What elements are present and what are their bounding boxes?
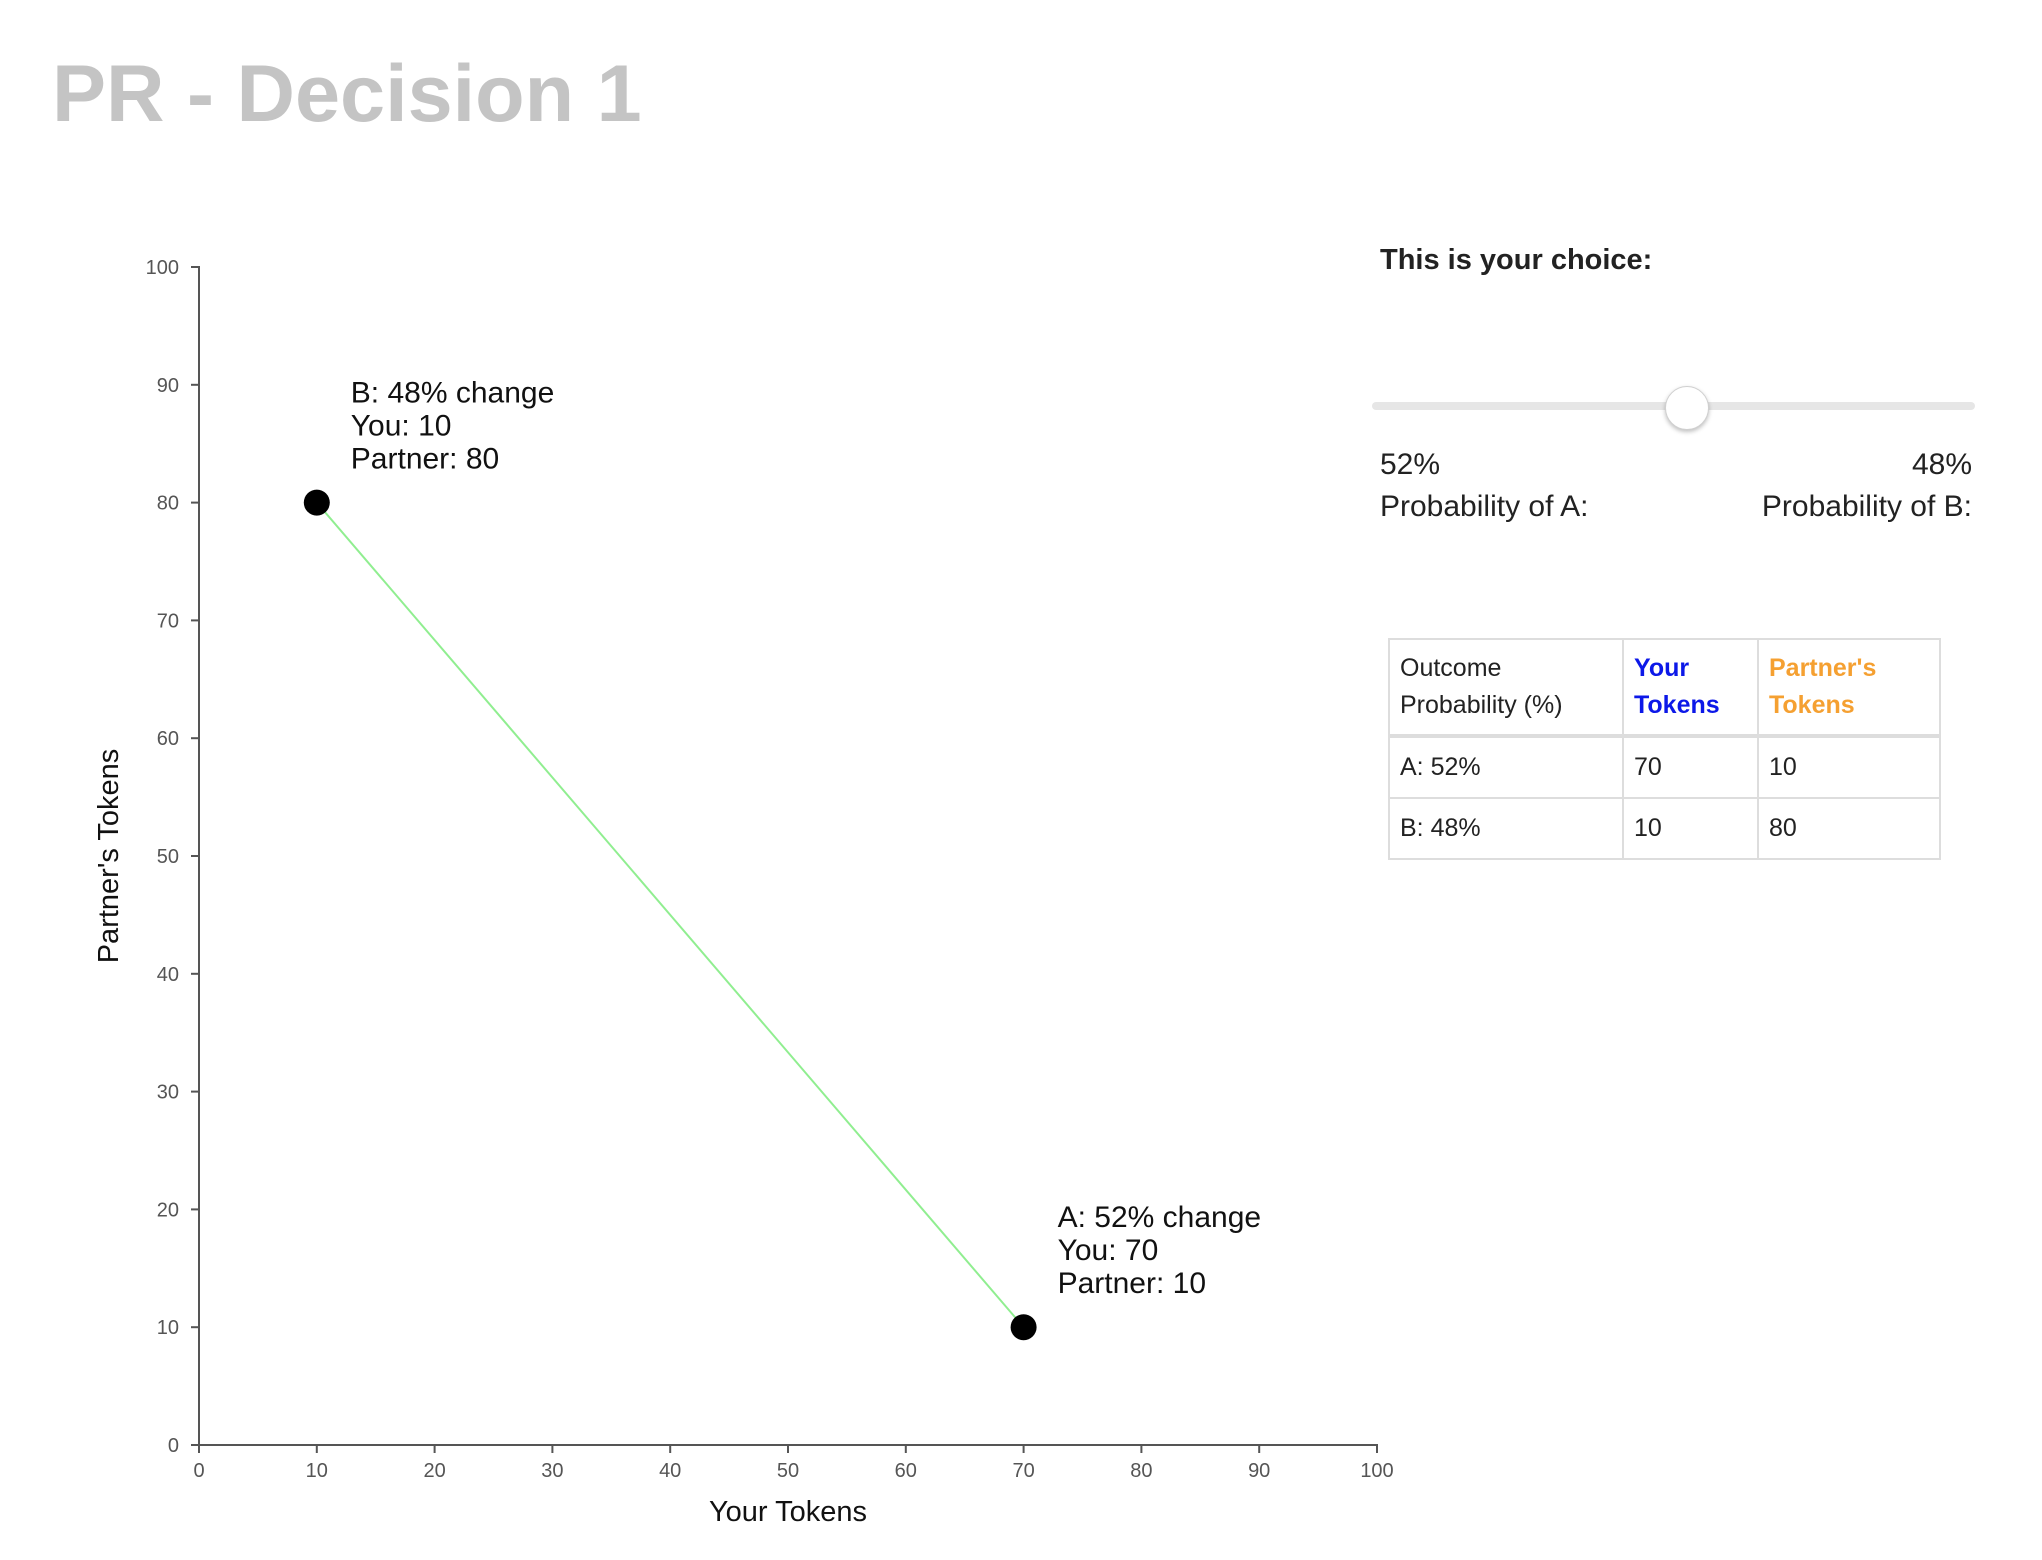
y-tick-label: 40 [157, 964, 179, 986]
probability-b-label: Probability of B: [1761, 490, 1972, 523]
outcome-point [303, 489, 330, 516]
header-your-tokens: Your Tokens [1622, 638, 1759, 738]
x-tick-label: 80 [1130, 1460, 1152, 1482]
probability-a-label: Probability of A: [1380, 490, 1589, 523]
x-tick-label: 90 [1248, 1460, 1270, 1482]
table-header-row: Outcome Probability (%) Your Tokens Part… [1388, 638, 1941, 738]
y-tick-label: 60 [157, 728, 179, 750]
x-tick-label: 20 [423, 1460, 445, 1482]
x-tick-label: 0 [193, 1460, 204, 1482]
probability-b-value: 48% [1911, 448, 1972, 481]
header-outcome-probability: Outcome Probability (%) [1388, 638, 1624, 738]
y-tick-label: 0 [168, 1435, 179, 1457]
x-tick-label: 100 [1360, 1460, 1393, 1482]
annotation-line: A: 52% change [1058, 1201, 1261, 1234]
x-tick-label: 10 [306, 1460, 328, 1482]
x-tick-label: 50 [777, 1460, 799, 1482]
header-outcome-line1: Outcome [1400, 654, 1502, 682]
y-tick-label: 70 [157, 610, 179, 632]
x-tick-label: 70 [1012, 1460, 1034, 1482]
outcome-table: Outcome Probability (%) Your Tokens Part… [1388, 638, 1941, 860]
choice-heading: This is your choice: [1380, 244, 1653, 276]
outcome-annotation: B: 48% change You: 10 Partner: 80 [351, 377, 554, 476]
choice-line [316, 501, 1025, 1328]
page-title: PR - Decision 1 [52, 49, 642, 139]
cell-outcome: A: 52% [1388, 735, 1624, 799]
cell-your-tokens: 70 [1622, 735, 1759, 799]
x-axis: 0 10 20 30 40 50 60 70 80 90 100 [193, 1444, 1394, 1482]
annotation-line: Partner: 10 [1058, 1267, 1206, 1300]
y-tick-label: 30 [157, 1082, 179, 1104]
cell-outcome: B: 48% [1388, 797, 1624, 860]
table-row: A: 52% 70 10 [1388, 735, 1941, 799]
cell-your-tokens: 10 [1622, 797, 1759, 860]
header-outcome-line2: Probability (%) [1400, 691, 1563, 719]
y-axis-title: Partner's Tokens [93, 749, 125, 964]
chart-series: B: 48% change You: 10 Partner: 80 A: 52% ch… [303, 377, 1261, 1341]
header-partner-line2: Tokens [1769, 691, 1855, 719]
probability-slider-handle[interactable] [1664, 386, 1709, 430]
x-tick-label: 40 [659, 1460, 681, 1482]
y-axis: 0 10 20 30 40 50 60 70 80 90 100 [146, 257, 200, 1457]
y-tick-label: 100 [146, 257, 179, 279]
header-your-line1: Your [1634, 654, 1690, 682]
y-tick-label: 10 [157, 1317, 179, 1339]
outcome-annotation: A: 52% change You: 70 Partner: 10 [1058, 1201, 1261, 1300]
x-tick-label: 30 [541, 1460, 563, 1482]
annotation-line: B: 48% change [351, 377, 554, 410]
annotation-line: You: 10 [351, 410, 452, 443]
annotation-line: Partner: 80 [351, 443, 499, 476]
table-row: B: 48% 10 80 [1388, 797, 1941, 860]
y-tick-label: 50 [157, 846, 179, 868]
cell-partner-tokens: 80 [1757, 797, 1941, 860]
tokens-chart: 0 10 20 30 40 50 60 70 80 90 100 0 10 20 30 40 50 60 70 80… [93, 257, 1394, 1528]
header-partner-line1: Partner's [1769, 654, 1877, 682]
x-axis-title: Your Tokens [709, 1496, 867, 1528]
cell-partner-tokens: 10 [1757, 735, 1941, 799]
y-tick-label: 90 [157, 375, 179, 397]
y-tick-label: 20 [157, 1199, 179, 1221]
x-tick-label: 60 [895, 1460, 917, 1482]
annotation-line: You: 70 [1058, 1234, 1159, 1267]
outcome-point [1010, 1314, 1037, 1341]
y-tick-label: 80 [157, 493, 179, 515]
header-partner-tokens: Partner's Tokens [1757, 638, 1941, 738]
probability-a-value: 52% [1380, 448, 1441, 481]
header-your-line2: Tokens [1634, 691, 1720, 719]
